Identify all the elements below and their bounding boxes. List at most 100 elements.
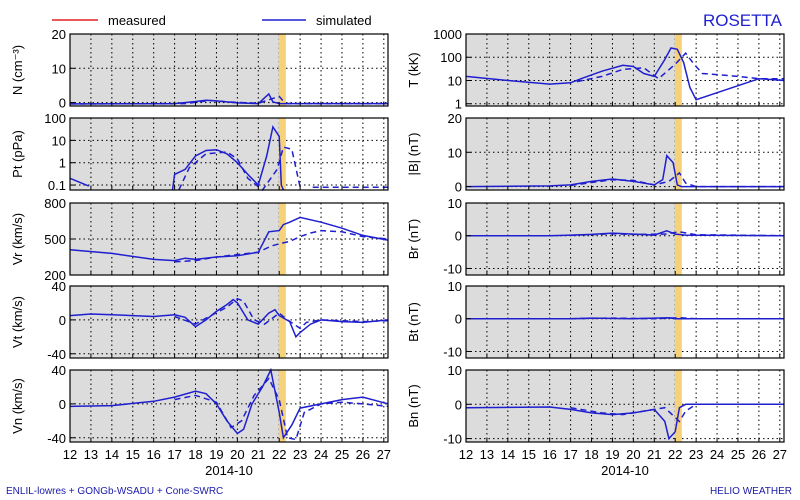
y-axis-label: Bt (nT) <box>406 302 421 342</box>
series-simulated-T <box>465 47 785 101</box>
x-tick-label: 12 <box>63 447 77 462</box>
event-marker <box>278 370 286 442</box>
x-tick-label: 12 <box>459 447 473 462</box>
x-tick-label: 15 <box>522 447 536 462</box>
x-tick-label: 14 <box>105 447 119 462</box>
panel-N: 0 10 20 N (cm⁻³) <box>10 27 389 111</box>
x-tick-label: 16 <box>146 447 160 462</box>
series-simulated-Vt <box>69 298 389 339</box>
panel-frame <box>465 202 785 276</box>
y-axis-label: Bn (nT) <box>406 384 421 427</box>
y-tick-label: 1 <box>455 97 462 112</box>
panel-T: 1 10 100 1000 T (kK) <box>406 27 785 112</box>
x-tick-label: 22 <box>668 447 682 462</box>
series-simulated-dashed-Bn <box>570 403 784 423</box>
y-axis-label: Vr (km/s) <box>10 213 25 265</box>
panel-B: 0 10 20 |B| (nT) <box>406 111 785 195</box>
series-simulated-Vr <box>69 216 389 262</box>
y-tick-label: 40 <box>52 279 66 294</box>
y-tick-label: 1000 <box>433 27 462 42</box>
x-tick-label: 25 <box>335 447 349 462</box>
x-tick-label: 13 <box>480 447 494 462</box>
x-tick-label: 24 <box>314 447 328 462</box>
y-tick-label: 100 <box>440 50 462 65</box>
x-axis-label: 2014-10 <box>601 463 649 478</box>
y-axis-label: |B| (nT) <box>406 133 421 176</box>
y-tick-label: -40 <box>47 431 66 446</box>
panel-Vr: 200 500 800 Vr (km/s) <box>10 196 389 283</box>
y-tick-label: 0 <box>455 229 462 244</box>
panel-frame <box>465 369 785 443</box>
event-marker <box>674 118 682 190</box>
y-tick-label: 500 <box>44 232 66 247</box>
panel-frame <box>465 285 785 359</box>
x-tick-label: 18 <box>584 447 598 462</box>
event-marker <box>674 34 682 106</box>
x-tick-label: 23 <box>293 447 307 462</box>
x-tick-label: 15 <box>126 447 140 462</box>
spacecraft-title: ROSETTA <box>703 11 783 30</box>
y-tick-label: -10 <box>443 261 462 276</box>
legend-simulated-label: simulated <box>316 13 372 28</box>
x-tick-label: 26 <box>356 447 370 462</box>
y-tick-label: 10 <box>448 145 462 160</box>
y-tick-label: 10 <box>448 196 462 211</box>
panel-Bn: -10 0 10 Bn (nT) 12 13 14 15 16 17 18 19 20 21 22 23 24 2… <box>406 363 787 478</box>
y-tick-label: 0.1 <box>48 178 66 193</box>
event-marker <box>674 203 682 275</box>
panel-Br: -10 0 10 Br (nT) <box>406 196 785 276</box>
y-tick-label: 200 <box>44 268 66 283</box>
series-simulated-Bn <box>465 403 784 441</box>
y-tick-label: 10 <box>448 363 462 378</box>
x-tick-label: 16 <box>542 447 556 462</box>
x-tick-label: 20 <box>230 447 244 462</box>
series-simulated-dashed-T <box>576 52 784 83</box>
y-axis-label: Vn (km/s) <box>10 378 25 434</box>
y-tick-label: 0 <box>59 397 66 412</box>
panel-Pt: 0.1 1 10 100 Pt (pPa) <box>10 111 389 193</box>
x-tick-label: 20 <box>626 447 640 462</box>
series-simulated-Vn <box>69 367 389 440</box>
x-axis-label: 2014-10 <box>205 463 253 478</box>
x-tick-label: 24 <box>710 447 724 462</box>
series-simulated-B <box>465 154 784 188</box>
panel-frame <box>69 285 389 359</box>
panel-frame <box>69 117 389 191</box>
y-axis-label: N (cm⁻³) <box>10 45 25 95</box>
y-tick-label: 10 <box>52 133 66 148</box>
panel-Vn: -40 0 40 Vn (km/s) 12 13 14 15 16 17 18 19 20 21 22 23 2… <box>10 363 391 478</box>
y-axis-label: T (kK) <box>406 52 421 87</box>
event-marker <box>674 370 682 442</box>
event-marker <box>278 286 286 358</box>
y-axis-label: Pt (pPa) <box>10 130 25 178</box>
legend-measured-label: measured <box>108 13 166 28</box>
x-tick-label: 21 <box>647 447 661 462</box>
y-tick-label: 0 <box>455 312 462 327</box>
y-tick-label: 0 <box>59 96 66 111</box>
legend: measured simulated <box>52 13 372 28</box>
series-simulated-Bt <box>466 316 784 320</box>
series-simulated-dashed-Pt <box>178 146 388 192</box>
event-marker <box>674 286 682 358</box>
series-simulated-dashed-B <box>570 171 784 188</box>
credit-caption: HELIO WEATHER <box>709 486 792 497</box>
panel-frame <box>69 33 389 107</box>
x-tick-label: 14 <box>501 447 515 462</box>
panel-Bt: -10 0 10 Bt (nT) <box>406 279 785 359</box>
x-tick-label: 27 <box>773 447 787 462</box>
y-tick-label: 800 <box>44 196 66 211</box>
series-simulated-Br <box>466 230 785 237</box>
panel-frame <box>69 369 389 443</box>
x-tick-label: 27 <box>377 447 391 462</box>
x-tick-label: 22 <box>272 447 286 462</box>
y-tick-label: 20 <box>448 111 462 126</box>
y-tick-label: 0 <box>455 397 462 412</box>
event-marker <box>278 34 286 106</box>
panel-frame <box>465 117 785 191</box>
x-tick-label: 26 <box>752 447 766 462</box>
event-marker <box>278 203 286 275</box>
y-tick-label: -10 <box>443 432 462 447</box>
y-tick-label: 0 <box>59 313 66 328</box>
series-simulated-Pt <box>69 124 285 191</box>
